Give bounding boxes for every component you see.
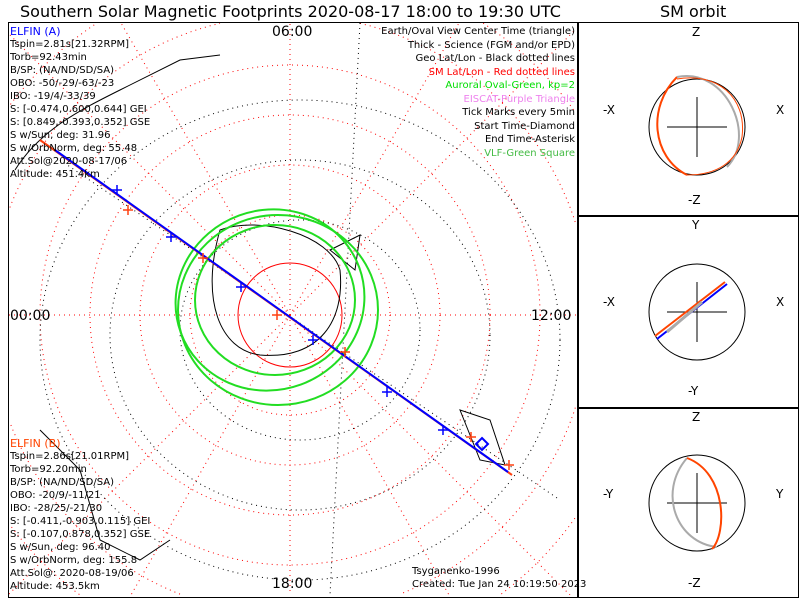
info-line: B/SP: (NA/ND/SD/SA) (10, 65, 114, 76)
info-line: S: [-0.474,0.600,0.644] GEI (10, 104, 147, 115)
info-line: S: [-0.411,-0.903,0.115] GEI (10, 516, 151, 527)
panel3-bottom: -Z (688, 576, 701, 590)
map-label-right: 12:00 (531, 308, 572, 324)
panel1-right: X (776, 103, 785, 117)
panel1-top: Z (692, 25, 701, 39)
info-line: S w/Sun, deg: 31.96 (10, 130, 111, 141)
legend-item: VLF-Green Square (484, 147, 575, 159)
info-line: S w/OrbNorm, deg: 155.8 (10, 555, 138, 566)
info-line: S: [0.849,-0.393,0.352] GSE (10, 117, 151, 128)
elfin-b-name: ELFIN (B) (10, 437, 61, 450)
panel2-left: -X (603, 295, 615, 309)
legend-item: Geo Lat/Lon - Black dotted lines (415, 53, 575, 64)
panel3-left: -Y (603, 487, 614, 501)
model-credit: Tsyganenko-1996 (412, 566, 500, 577)
info-line: S: [-0.107,0.878,0.352] GSE (10, 529, 151, 540)
info-line: Tspin=2.86s[21.01RPM] (10, 451, 130, 462)
info-line: IBO: -28/25/-21/30 (10, 503, 103, 514)
panel2-top: Y (692, 218, 700, 232)
legend-item: Auroral Oval-Green, kp=2 (445, 80, 575, 91)
info-line: S w/OrbNorm, deg: 55.48 (10, 143, 138, 154)
orbit-panel-xy (577, 215, 799, 409)
orbit-panel-yz (577, 407, 799, 598)
legend-item: Earth/Oval View Center Time (triangle) (381, 26, 575, 37)
info-line: OBO: -50/-29/-63/-23 (10, 78, 115, 89)
info-line: OBO: -20/9/-11/21 (10, 490, 101, 501)
elfin-a-name: ELFIN (A) (10, 25, 61, 38)
info-line: Altitude: 453.5km (10, 581, 100, 592)
legend-item: Tick Marks every 5min (462, 107, 575, 118)
map-label-left: 00:00 (10, 308, 51, 324)
map-label-top: 06:00 (272, 24, 313, 40)
sm-orbit-title: SM orbit (660, 2, 727, 21)
elfin-b-info: ELFIN (B) Tspin=2.86s[21.01RPM] Torb=92.… (10, 437, 150, 593)
panel2-right: X (776, 295, 785, 309)
plot-title: Southern Solar Magnetic Footprints 2020-… (20, 2, 561, 21)
legend: Earth/Oval View Center Time (triangle) Th… (381, 25, 575, 160)
created-timestamp: Created: Tue Jan 24 10:19:50 2023 (412, 579, 587, 590)
panel2-bottom: -Y (688, 384, 699, 398)
info-line: Att.Sol@: 2020-08-19/06 (10, 568, 134, 579)
info-line: IBO: -19/4/-33/39 (10, 91, 96, 102)
info-line: Att.Sol@2020-08-17/06 (10, 156, 128, 167)
panel3-top: Z (692, 410, 701, 424)
panel1-left: -X (603, 103, 615, 117)
legend-item: Start Time-Diamond (474, 120, 575, 132)
panel3-right: Y (776, 487, 784, 501)
legend-item: SM Lat/Lon - Red dotted lines (428, 66, 575, 78)
map-label-bottom: 18:00 (272, 576, 313, 592)
orbit-panel-xz (577, 22, 799, 217)
info-line: B/SP: (NA/ND/SD/SA) (10, 477, 114, 488)
info-line: S w/Sun, deg: 96.40 (10, 542, 111, 553)
info-line: Tspin=2.81s[21.32RPM] (10, 39, 130, 50)
info-line: Torb=92.20min (10, 464, 87, 475)
info-line: Altitude: 451.4km (10, 169, 100, 180)
elfin-a-info: ELFIN (A) Tspin=2.81s[21.32RPM] Torb=92.… (10, 25, 150, 181)
legend-item: Thick - Science (FGM and/or EPD) (407, 39, 575, 51)
footprint-map-frame (8, 22, 579, 598)
legend-item: End Time-Asterisk (484, 134, 575, 145)
panel1-bottom: -Z (688, 193, 701, 207)
legend-item: EISCAT-Purple Triangle (463, 93, 576, 105)
info-line: Torb=92.43min (10, 52, 87, 63)
